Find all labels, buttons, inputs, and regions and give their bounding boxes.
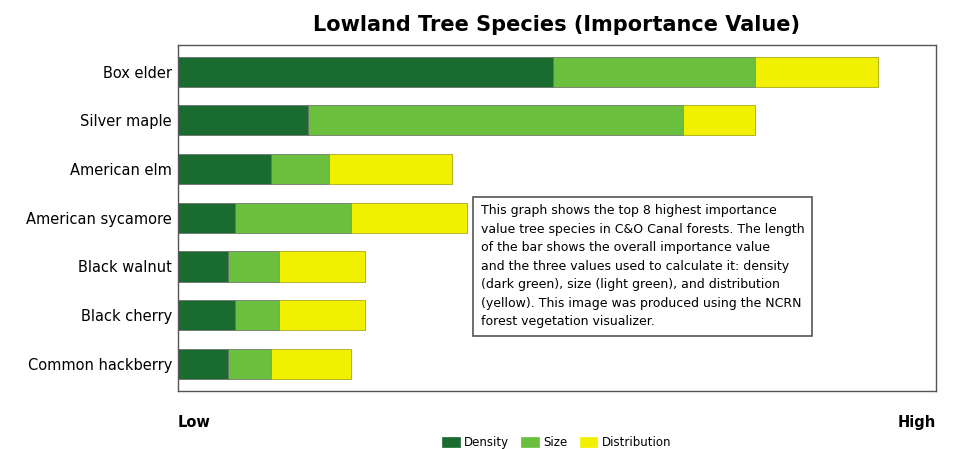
Bar bbox=[228, 251, 278, 282]
Bar bbox=[684, 105, 756, 136]
Bar bbox=[178, 202, 235, 233]
Bar bbox=[329, 154, 452, 184]
Bar bbox=[178, 105, 307, 136]
Bar bbox=[756, 57, 878, 87]
Bar bbox=[278, 300, 366, 330]
Bar bbox=[178, 57, 553, 87]
Bar bbox=[272, 349, 351, 379]
Bar bbox=[178, 349, 228, 379]
Bar bbox=[351, 202, 467, 233]
Bar bbox=[178, 154, 272, 184]
Title: Lowland Tree Species (Importance Value): Lowland Tree Species (Importance Value) bbox=[313, 15, 801, 35]
Bar bbox=[235, 300, 278, 330]
Bar bbox=[178, 300, 235, 330]
Bar bbox=[272, 154, 329, 184]
Bar bbox=[228, 349, 272, 379]
Text: High: High bbox=[898, 415, 936, 430]
Legend: Density, Size, Distribution: Density, Size, Distribution bbox=[437, 431, 677, 449]
Text: This graph shows the top 8 highest importance
value tree species in C&O Canal fo: This graph shows the top 8 highest impor… bbox=[481, 204, 804, 329]
Text: Low: Low bbox=[178, 415, 210, 430]
Bar bbox=[235, 202, 351, 233]
Bar bbox=[178, 251, 228, 282]
Bar bbox=[553, 57, 756, 87]
Bar bbox=[307, 105, 684, 136]
Bar bbox=[278, 251, 366, 282]
